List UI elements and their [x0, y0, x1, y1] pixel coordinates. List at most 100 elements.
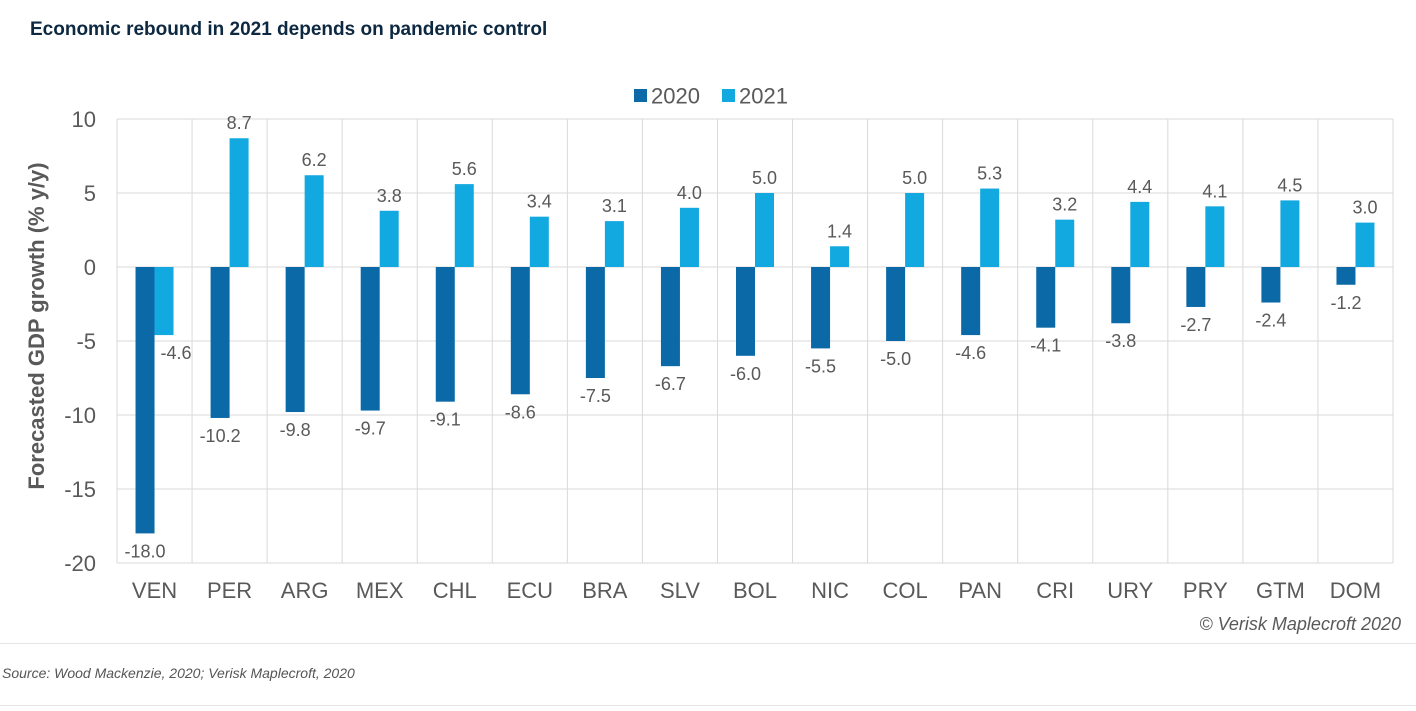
bar-2020-COL	[886, 267, 906, 341]
data-label-2020-BOL: -6.0	[730, 364, 761, 384]
data-label-2021-CRI: 3.2	[1052, 195, 1077, 215]
bar-2021-SLV	[679, 207, 699, 267]
bar-2020-MEX	[360, 267, 380, 411]
x-tick-label: SLV	[660, 578, 700, 603]
x-tick-label: ECU	[507, 578, 553, 603]
source-note: Source: Wood Mackenzie, 2020; Verisk Map…	[2, 665, 355, 681]
y-tick-label: -15	[64, 477, 96, 502]
divider-top	[0, 643, 1416, 644]
bar-2021-NIC	[830, 246, 850, 267]
x-tick-label: CHL	[433, 578, 477, 603]
bar-2020-BOL	[736, 267, 755, 356]
y-tick-label: -5	[76, 329, 96, 354]
bar-chart: 10 5 0 -5 -10 -15 -20 VEN -18.0 -4.6 PER -10.2 8.7 AR…	[24, 84, 1401, 635]
bar-2020-VEN	[135, 267, 155, 534]
data-label-2020-URY: -3.8	[1105, 331, 1136, 351]
bar-2021-PAN	[980, 188, 1000, 267]
bar-2021-BRA	[604, 221, 624, 267]
legend: 2020 2021	[634, 84, 788, 109]
x-tick-label: COL	[882, 578, 927, 603]
copyright-watermark: © Verisk Maplecroft 2020	[1199, 614, 1401, 634]
y-tick-label: -10	[64, 403, 96, 428]
bar-2020-SLV	[660, 267, 680, 367]
data-label-2020-GTM: -2.4	[1255, 311, 1286, 331]
bar-2020-PAN	[961, 267, 981, 336]
data-label-2020-ARG: -9.8	[280, 420, 311, 440]
bar-2020-PRY	[1186, 267, 1206, 307]
data-label-2021-GTM: 4.5	[1277, 175, 1302, 195]
bar-2020-CRI	[1036, 267, 1056, 328]
data-label-2021-NIC: 1.4	[827, 221, 852, 241]
y-tick-label: 5	[84, 181, 96, 206]
bar-2021-COL	[905, 193, 925, 267]
bar-2020-ARG	[285, 267, 305, 413]
data-label-2020-NIC: -5.5	[805, 356, 836, 376]
page-title: Economic rebound in 2021 depends on pand…	[30, 19, 548, 40]
data-label-2021-CHL: 5.6	[452, 159, 477, 179]
bar-2021-GTM	[1280, 200, 1300, 267]
legend-swatch-2020	[634, 89, 647, 102]
y-tick-label: 0	[84, 255, 96, 280]
data-label-2020-SLV: -6.7	[655, 374, 686, 394]
data-label-2020-CRI: -4.1	[1030, 336, 1061, 356]
bar-2021-PRY	[1205, 206, 1225, 267]
bar-2021-CRI	[1055, 219, 1075, 267]
data-label-2021-COL: 5.0	[902, 168, 927, 188]
data-label-2021-URY: 4.4	[1127, 177, 1152, 197]
data-label-2020-PRY: -2.7	[1180, 315, 1211, 335]
x-tick-label: DOM	[1330, 578, 1381, 603]
data-label-2020-ECU: -8.6	[505, 402, 536, 422]
bar-2020-PER	[210, 267, 230, 418]
x-tick-label: CRI	[1036, 578, 1074, 603]
data-label-2021-BRA: 3.1	[602, 196, 627, 216]
bar-layer	[135, 138, 1375, 534]
data-label-2021-ECU: 3.4	[527, 192, 552, 212]
data-label-2021-DOM: 3.0	[1352, 198, 1377, 218]
y-tick-label: -20	[64, 551, 96, 576]
data-label-2021-ARG: 6.2	[302, 150, 327, 170]
x-tick-label: VEN	[132, 578, 177, 603]
data-label-2021-VEN: -4.6	[161, 343, 192, 363]
data-label-2020-PER: -10.2	[200, 426, 241, 446]
x-tick-label: BOL	[733, 578, 777, 603]
data-label-2020-CHL: -9.1	[430, 410, 461, 430]
label-layer: 10 5 0 -5 -10 -15 -20 VEN -18.0 -4.6 PER -10.2 8.7 AR…	[64, 107, 1381, 603]
bar-2021-URY	[1130, 201, 1150, 267]
data-label-2020-DOM: -1.2	[1330, 293, 1361, 313]
bar-2021-BOL	[755, 193, 774, 267]
data-label-2021-PRY: 4.1	[1202, 181, 1227, 201]
bar-2021-ARG	[304, 175, 324, 267]
x-tick-label: ARG	[281, 578, 329, 603]
x-tick-label: PAN	[958, 578, 1002, 603]
bar-2020-GTM	[1261, 267, 1281, 303]
bar-2020-URY	[1111, 267, 1131, 324]
bar-2021-DOM	[1355, 222, 1375, 267]
bar-2020-CHL	[435, 267, 455, 402]
bar-2021-MEX	[379, 210, 399, 267]
y-axis-title: Forecasted GDP growth (% y/y)	[24, 162, 49, 489]
divider-bottom	[0, 705, 1416, 706]
data-label-2020-PAN: -4.6	[955, 343, 986, 363]
data-label-2021-MEX: 3.8	[377, 186, 402, 206]
data-label-2020-COL: -5.0	[880, 349, 911, 369]
data-label-2021-BOL: 5.0	[752, 168, 777, 188]
data-label-2020-VEN: -18.0	[125, 541, 166, 561]
x-tick-label: MEX	[356, 578, 404, 603]
bar-2020-DOM	[1336, 267, 1356, 285]
bar-2021-CHL	[454, 184, 474, 267]
bar-2021-PER	[229, 138, 249, 267]
legend-label-2020: 2020	[651, 84, 700, 109]
x-tick-label: PER	[207, 578, 252, 603]
y-tick-label: 10	[72, 107, 96, 132]
x-tick-label: BRA	[582, 578, 628, 603]
data-label-2021-PAN: 5.3	[977, 164, 1002, 184]
data-label-2021-PER: 8.7	[227, 113, 252, 133]
data-label-2020-MEX: -9.7	[355, 419, 386, 439]
data-label-2020-BRA: -7.5	[580, 386, 611, 406]
x-tick-label: GTM	[1256, 578, 1305, 603]
legend-label-2021: 2021	[739, 84, 788, 109]
bar-2020-ECU	[510, 267, 530, 395]
x-tick-label: PRY	[1183, 578, 1228, 603]
legend-swatch-2021	[722, 89, 735, 102]
bar-2021-VEN	[154, 267, 174, 336]
